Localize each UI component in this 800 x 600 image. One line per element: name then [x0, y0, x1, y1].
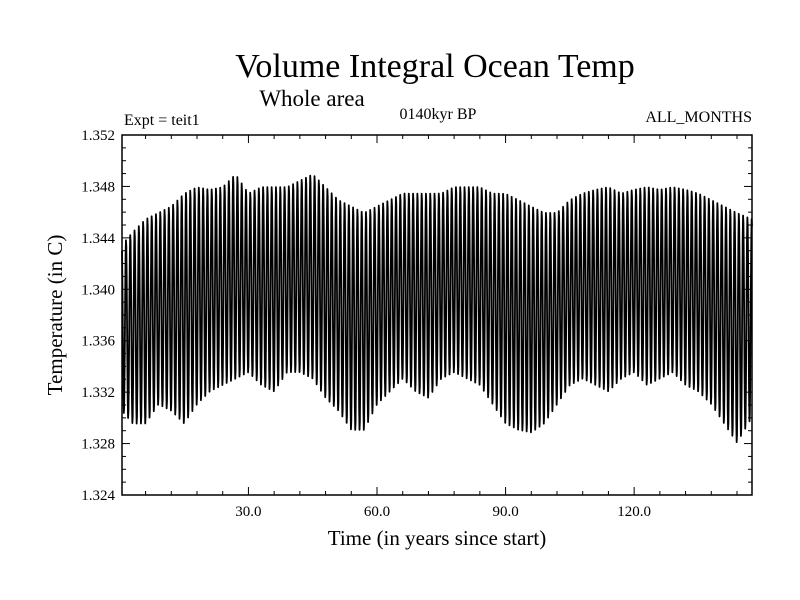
y-tick-label: 1.336 [81, 334, 115, 350]
period-label: 0140kyr BP [400, 106, 477, 123]
y-tick-label: 1.340 [81, 282, 115, 298]
temperature-series-line [121, 174, 753, 444]
experiment-label: Expt = teit1 [124, 112, 200, 129]
y-tick-label: 1.348 [81, 179, 115, 195]
series-layer [121, 174, 753, 444]
chart-title: Volume Integral Ocean Temp [235, 48, 635, 85]
x-tick-label: 90.0 [492, 504, 518, 520]
y-axis-label: Temperature (in C) [43, 235, 67, 396]
chart-subtitle: Whole area [259, 86, 364, 111]
y-tick-label: 1.324 [81, 488, 115, 504]
y-tick-label: 1.344 [81, 231, 115, 247]
y-tick-label: 1.328 [81, 437, 115, 453]
axis-ticks [122, 134, 752, 496]
x-tick-label: 120.0 [617, 504, 651, 520]
x-tick-label: 60.0 [364, 504, 390, 520]
y-tick-label: 1.352 [81, 128, 115, 144]
months-label: ALL_MONTHS [645, 109, 752, 126]
x-tick-label: 30.0 [235, 504, 261, 520]
x-tick-labels: 30.0 60.0 90.0 120.0 [235, 504, 651, 520]
x-axis-label: Time (in years since start) [328, 526, 547, 550]
y-tick-label: 1.332 [81, 385, 115, 401]
y-tick-labels: 1.324 1.328 1.332 1.336 1.340 1.344 1.348 1.352 [81, 128, 115, 504]
